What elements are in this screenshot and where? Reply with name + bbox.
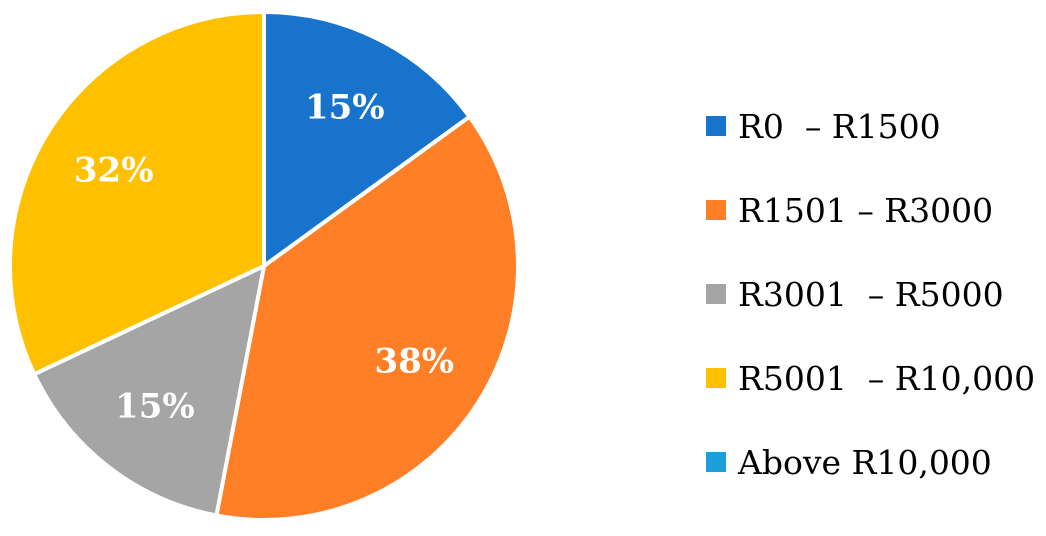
pie-data-labels: 15% 38% 15% 32% bbox=[74, 87, 454, 426]
data-label-3: 32% bbox=[74, 151, 154, 191]
pie-slice-1 bbox=[214, 114, 520, 522]
legend-swatch-3 bbox=[706, 368, 726, 388]
pie-slice-3 bbox=[8, 10, 266, 377]
legend-label-4: Above R10,000 bbox=[738, 442, 992, 482]
legend-swatch-0 bbox=[706, 116, 726, 136]
pie-slice-2 bbox=[32, 264, 266, 518]
legend-swatch-4 bbox=[706, 452, 726, 472]
legend-item-2: R3001 – R5000 bbox=[706, 252, 1035, 336]
pie-slices bbox=[8, 10, 520, 522]
legend-label-0: R0 – R1500 bbox=[738, 106, 941, 146]
data-label-1: 38% bbox=[374, 341, 454, 381]
legend: R0 – R1500 R1501 – R3000 R3001 – R5000 R500… bbox=[706, 84, 1035, 504]
legend-swatch-1 bbox=[706, 200, 726, 220]
legend-label-1: R1501 – R3000 bbox=[738, 190, 994, 230]
legend-label-3: R5001 – R10,000 bbox=[738, 358, 1036, 398]
data-label-0: 15% bbox=[305, 87, 385, 127]
legend-label-2: R3001 – R5000 bbox=[738, 274, 1004, 314]
data-label-2: 15% bbox=[115, 387, 195, 427]
legend-item-3: R5001 – R10,000 bbox=[706, 336, 1035, 420]
pie-chart: 15% 38% 15% 32% bbox=[8, 10, 520, 522]
pie-slice-0 bbox=[262, 10, 472, 268]
legend-swatch-2 bbox=[706, 284, 726, 304]
legend-item-4: Above R10,000 bbox=[706, 420, 1035, 504]
legend-item-1: R1501 – R3000 bbox=[706, 168, 1035, 252]
legend-item-0: R0 – R1500 bbox=[706, 84, 1035, 168]
